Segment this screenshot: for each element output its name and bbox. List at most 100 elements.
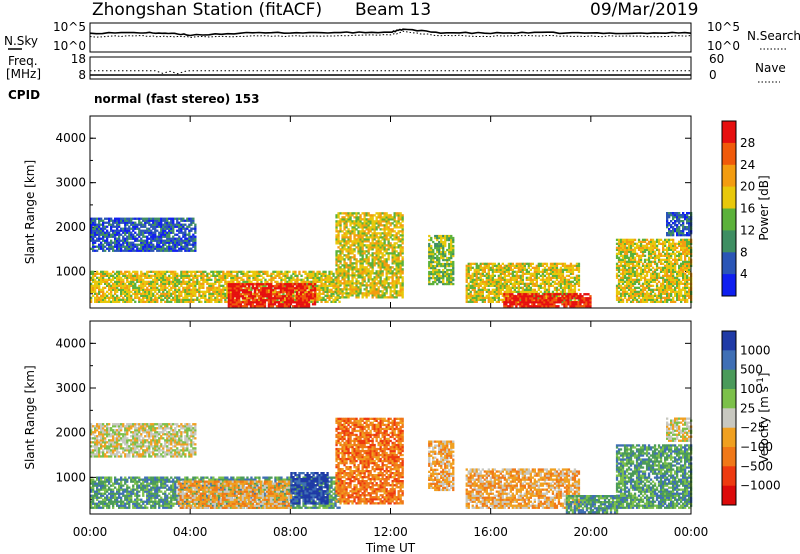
power-cell <box>529 268 532 271</box>
power-cell <box>304 272 307 275</box>
power-cell <box>259 287 263 290</box>
power-cell <box>387 246 390 249</box>
power-cell <box>106 233 109 236</box>
power-cell <box>146 247 149 250</box>
power-cell <box>343 240 346 243</box>
power-cell <box>92 227 95 230</box>
power-cell <box>559 266 563 269</box>
power-cell <box>397 238 400 241</box>
power-cell <box>140 217 143 220</box>
power-cell <box>373 262 376 265</box>
power-cell <box>190 217 193 220</box>
power-cell <box>367 292 370 295</box>
power-cell <box>569 280 573 283</box>
power-cell <box>381 254 384 257</box>
power-cell <box>267 305 271 308</box>
power-cell <box>122 219 125 222</box>
power-cell <box>310 298 313 301</box>
power-cell <box>96 282 99 285</box>
power-cell <box>289 283 293 286</box>
power-cell <box>92 221 95 224</box>
power-cell <box>377 286 380 289</box>
power-cell <box>291 291 295 294</box>
power-cell <box>375 234 378 237</box>
power-cell <box>204 300 207 303</box>
power-cell <box>569 282 573 285</box>
power-cell <box>210 300 213 303</box>
power-cell <box>312 274 315 277</box>
power-cell <box>353 232 356 235</box>
power-cell <box>541 276 545 279</box>
power-cell <box>345 256 348 259</box>
power-cell <box>235 301 238 304</box>
power-cell <box>399 254 402 257</box>
power-cell <box>130 276 133 279</box>
power-cell <box>442 280 445 284</box>
power-cell <box>98 296 101 299</box>
power-cell <box>94 292 97 295</box>
power-cell <box>258 270 261 273</box>
power-cell <box>144 296 147 299</box>
power-cell <box>401 234 404 237</box>
power-cell <box>110 245 113 248</box>
power-cell <box>118 235 121 238</box>
power-cell <box>194 247 197 250</box>
power-cell <box>116 243 119 246</box>
power-cell <box>383 264 386 267</box>
power-cell <box>130 298 133 301</box>
power-cell <box>469 268 472 271</box>
power-cell <box>126 276 129 279</box>
power-cell <box>299 305 303 308</box>
power-cell <box>192 227 195 230</box>
power-cell <box>345 294 348 297</box>
power-cell <box>347 238 350 241</box>
power-cell <box>98 243 101 246</box>
power-cell <box>361 222 364 225</box>
power-cell <box>436 268 439 272</box>
power-cell <box>267 295 271 298</box>
power-cell <box>284 298 287 301</box>
power-cell <box>393 226 396 229</box>
power-cell <box>202 274 205 277</box>
power-cell <box>324 286 327 289</box>
power-cell <box>188 239 191 242</box>
power-cell <box>371 280 374 283</box>
power-cell <box>505 294 508 297</box>
power-cell <box>519 274 522 277</box>
power-cell <box>326 276 329 279</box>
power-cell <box>140 288 143 291</box>
power-cell <box>395 220 398 223</box>
power-cell <box>245 293 249 296</box>
power-cell <box>359 244 362 247</box>
power-cell <box>128 235 131 238</box>
power-cell <box>96 280 99 283</box>
power-cell <box>92 245 95 248</box>
power-cell <box>98 245 101 248</box>
power-cell <box>379 282 382 285</box>
power-cell <box>493 268 496 271</box>
power-cell <box>102 239 105 242</box>
power-cell <box>289 291 293 294</box>
power-cell <box>377 226 380 229</box>
power-cell <box>200 272 203 275</box>
power-cell <box>154 223 157 226</box>
power-cell <box>144 229 147 232</box>
power-cell <box>162 274 165 277</box>
power-cell <box>397 290 400 293</box>
power-cell <box>243 301 247 304</box>
power-cell <box>371 228 374 231</box>
power-cell <box>452 250 455 254</box>
power-cell <box>448 256 451 260</box>
power-cell <box>122 249 125 252</box>
power-cell <box>188 292 191 295</box>
power-cell <box>264 270 267 273</box>
power-cell <box>511 264 514 267</box>
power-cell <box>363 270 366 273</box>
power-cell <box>296 278 299 281</box>
power-cell <box>337 250 340 253</box>
power-cell <box>363 250 366 253</box>
power-cell <box>208 278 211 281</box>
power-cell <box>255 293 259 296</box>
power-cell <box>475 262 478 265</box>
power-cell <box>255 287 259 290</box>
